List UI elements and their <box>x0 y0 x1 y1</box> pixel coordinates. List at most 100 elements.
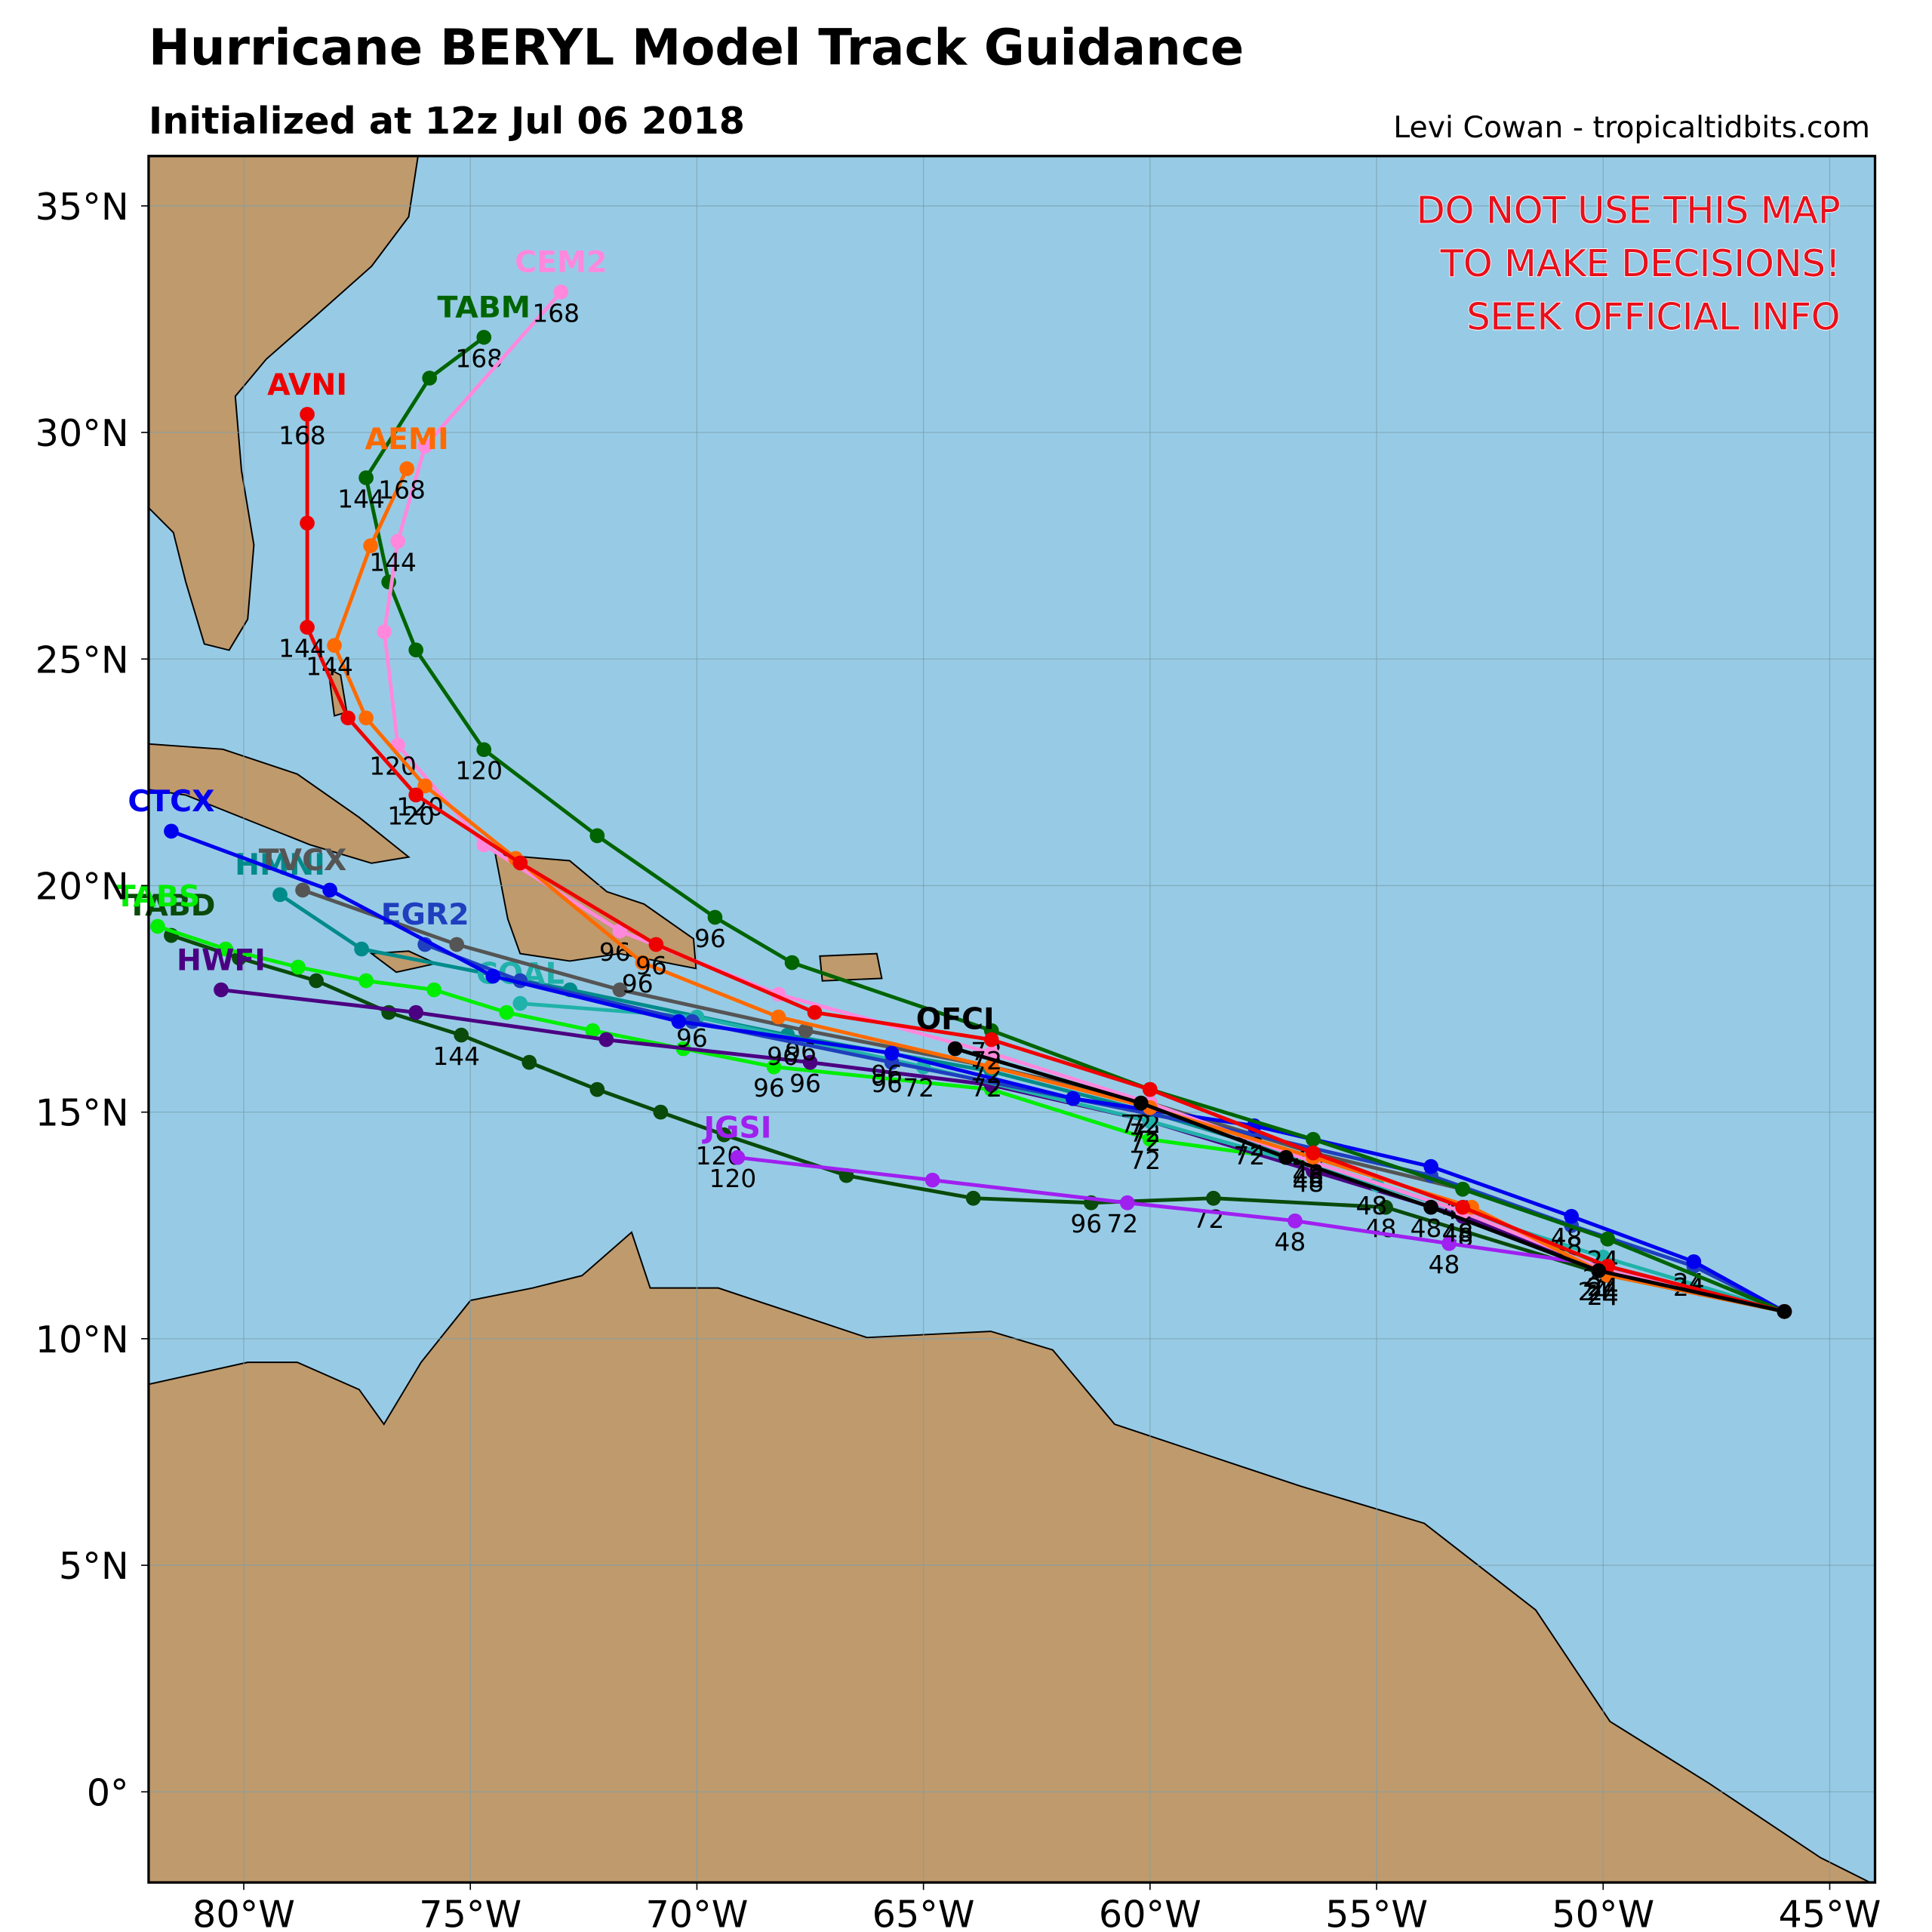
track-line <box>305 414 1786 1314</box>
forecast-hour: 168 <box>278 421 326 450</box>
track-point <box>422 371 438 386</box>
forecast-hour: 48 <box>1356 1192 1388 1220</box>
track-point <box>798 1023 814 1038</box>
y-tick-label: 25°N <box>35 638 129 681</box>
track-point <box>965 1190 981 1206</box>
forecast-hour: 24 <box>1587 1278 1619 1306</box>
track-point <box>322 882 337 898</box>
track-point <box>1423 1158 1438 1174</box>
x-tick-label: 65°W <box>872 1892 975 1932</box>
track-point <box>716 1127 732 1143</box>
forecast-hour: 144 <box>432 1042 480 1071</box>
y-tick-label: 20°N <box>35 864 129 908</box>
x-tick-label: 50°W <box>1552 1892 1654 1932</box>
track-point <box>1287 1213 1303 1229</box>
forecast-hour: 120 <box>455 757 503 786</box>
track-name: HWFI <box>177 943 266 977</box>
forecast-hour: 48 <box>1442 1219 1474 1247</box>
track-name: TABS <box>115 879 201 914</box>
track-line <box>332 468 1785 1314</box>
forecast-hour: 144 <box>278 635 326 663</box>
forecast-hour: 96 <box>753 1074 785 1103</box>
title: Hurricane BERYL Model Track Guidance <box>149 19 1244 76</box>
y-tick-label: 10°N <box>35 1318 129 1361</box>
track-point <box>924 1172 940 1188</box>
track-point <box>1564 1208 1580 1224</box>
track-point <box>358 710 374 726</box>
cuba <box>148 743 411 864</box>
track-line <box>955 1047 1785 1314</box>
track-point <box>1065 1091 1081 1106</box>
track-point <box>363 538 378 553</box>
track-point <box>1591 1263 1607 1278</box>
track-point <box>476 330 492 345</box>
north-america <box>148 155 419 651</box>
warning-line: DO NOT USE THIS MAP <box>1417 188 1841 232</box>
track-name: EGR2 <box>381 897 469 932</box>
forecast-hour: 24 <box>1587 1282 1619 1311</box>
track-name: OFCI <box>916 1001 995 1036</box>
track-point <box>612 923 628 939</box>
x-tick-label: 75°W <box>419 1892 521 1932</box>
warning-line: SEEK OFFICIAL INFO <box>1466 295 1840 339</box>
forecast-hour: 144 <box>369 549 417 577</box>
track-point <box>485 968 501 984</box>
forecast-hour: 96 <box>789 1069 821 1098</box>
track-point <box>300 515 315 531</box>
forecast-hour: 72 <box>1129 1128 1161 1157</box>
track-point <box>1142 1081 1158 1097</box>
x-tick-label: 45°W <box>1779 1892 1881 1932</box>
track-point <box>1441 1235 1457 1251</box>
track-point <box>1600 1231 1616 1247</box>
track-point <box>707 909 723 925</box>
track-point <box>417 438 433 454</box>
forecast-hour: 120 <box>709 1164 757 1193</box>
track-point <box>1777 1303 1792 1319</box>
track-point <box>585 1023 601 1038</box>
forecast-hour: 96 <box>871 1060 903 1089</box>
track-point <box>327 638 342 654</box>
track-point <box>1133 1095 1149 1111</box>
forecast-hour: 96 <box>622 970 654 998</box>
forecast-hour: 168 <box>378 475 426 504</box>
x-tick-label: 60°W <box>1099 1892 1201 1932</box>
track-point <box>300 620 315 635</box>
track-point <box>884 1045 900 1061</box>
track-point <box>947 1041 963 1057</box>
track-point <box>454 1027 469 1043</box>
track-point <box>784 955 800 971</box>
track-line <box>424 943 1786 1314</box>
forecast-hour: 72 <box>1120 1110 1152 1139</box>
x-tick-label: 55°W <box>1325 1892 1428 1932</box>
track-name: HMNI <box>235 848 325 882</box>
forecast-hour: 144 <box>337 485 385 513</box>
credit: Levi Cowan - tropicaltidbits.com <box>1393 110 1870 145</box>
track-name: JGSI <box>701 1110 771 1145</box>
track-point <box>449 937 465 952</box>
track-point <box>1206 1190 1221 1206</box>
track-point <box>340 710 355 726</box>
track-point <box>295 882 310 898</box>
track-name: TABD <box>127 888 215 923</box>
forecast-hour: 24 <box>1587 1278 1619 1306</box>
y-tick-label: 35°N <box>35 185 129 229</box>
track-name: CTCX <box>128 784 214 819</box>
tick-labels: 80°W 75°W 70°W 65°W 60°W 55°W 50°W 45°W 0° 5°N 10°… <box>35 185 1881 1932</box>
track: 24 48 72 96 120 144 TABD <box>127 888 1792 1319</box>
track-point <box>1423 1199 1438 1215</box>
forecast-hour: 24 <box>1587 1278 1619 1306</box>
forecast-hour: 24 <box>1578 1278 1610 1306</box>
track-point <box>417 778 433 794</box>
track-point <box>1455 1199 1470 1215</box>
track-point <box>1686 1254 1702 1269</box>
x-tick-label: 80°W <box>192 1892 295 1932</box>
track-point <box>1306 1131 1321 1147</box>
track-point <box>766 1059 782 1075</box>
track-point <box>589 828 605 844</box>
track-point <box>358 470 374 485</box>
track-point <box>476 742 492 758</box>
track-point <box>635 955 651 971</box>
forecast-hour: 48 <box>1293 1169 1324 1198</box>
